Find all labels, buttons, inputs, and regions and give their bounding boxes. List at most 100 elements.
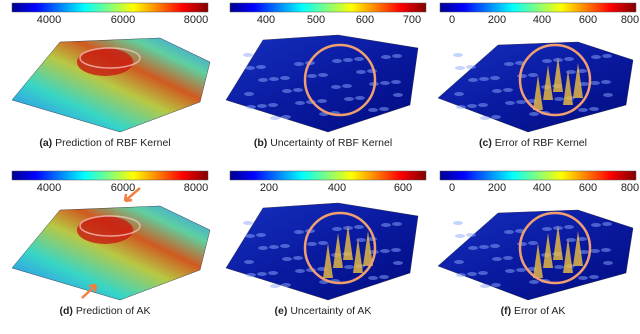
surface-texture xyxy=(517,242,527,246)
surface-texture xyxy=(480,284,490,288)
surface-peak xyxy=(77,48,133,76)
colorbar xyxy=(11,2,209,13)
surface-texture xyxy=(256,65,266,69)
surface-texture xyxy=(529,280,539,284)
surface-texture xyxy=(280,244,290,248)
surface-texture xyxy=(579,82,589,86)
colorbar-tick-label: 8000 xyxy=(184,14,208,26)
caption-text: Uncertainty of AK xyxy=(290,305,371,317)
panel: 200 400 600 (e) Uncertainty of AK xyxy=(225,170,427,317)
caption-text: Error of RBF Kernel xyxy=(495,137,587,149)
surface-texture xyxy=(603,261,613,265)
surface-texture xyxy=(564,57,574,61)
surface-texture xyxy=(244,260,254,264)
caption: (f) Error of AK xyxy=(501,305,566,317)
colorbar xyxy=(439,170,637,181)
surface-texture xyxy=(354,225,364,229)
surface-texture xyxy=(590,81,600,85)
surface-texture xyxy=(356,238,366,242)
surface-texture xyxy=(343,58,353,62)
colorbar xyxy=(229,170,427,181)
surface-texture xyxy=(491,283,501,287)
surface-texture xyxy=(391,80,401,84)
caption: (a) Prediction of RBF Kernel xyxy=(39,137,170,149)
surface-texture xyxy=(505,101,515,105)
surface-texture xyxy=(456,273,466,277)
caption: (c) Error of RBF Kernel xyxy=(479,137,587,149)
surface-texture xyxy=(602,222,612,226)
surface-texture xyxy=(591,223,601,227)
colorbar-tick-label: 400 xyxy=(257,14,275,26)
surface-texture xyxy=(356,70,366,74)
caption: (e) Uncertainty of AK xyxy=(275,305,372,317)
surface-texture xyxy=(478,103,488,107)
colorbar-tick-label: 400 xyxy=(533,14,551,26)
surface-texture xyxy=(454,92,464,96)
surface-texture xyxy=(246,273,256,277)
surface-texture xyxy=(344,265,354,269)
surface-rim xyxy=(79,47,141,69)
surface-spike xyxy=(543,233,553,268)
colorbar-tick-label: 600 xyxy=(579,182,597,194)
surface-texture xyxy=(505,269,515,273)
surface-texture xyxy=(453,53,463,57)
surface-texture xyxy=(282,89,292,93)
colorbar-tick-label: 200 xyxy=(488,14,506,26)
surface-spike xyxy=(323,243,333,278)
surface-texture xyxy=(293,88,303,92)
colorbar-tick-label: 700 xyxy=(403,14,421,26)
surface-texture xyxy=(467,104,477,108)
surface-texture xyxy=(490,76,500,80)
colorbar-tick-label: 6000 xyxy=(111,14,135,26)
surface-texture xyxy=(318,73,328,77)
surface-texture xyxy=(307,242,317,246)
surface-texture xyxy=(454,260,464,264)
surface-texture xyxy=(566,238,576,242)
surface-texture xyxy=(491,115,501,119)
surface-texture xyxy=(246,105,256,109)
surface-texture xyxy=(269,77,279,81)
surface-texture xyxy=(317,99,327,103)
surface-texture xyxy=(294,62,304,66)
surface-texture xyxy=(468,246,478,250)
caption-text: Prediction of RBF Kernel xyxy=(55,137,171,149)
colorbar xyxy=(229,2,427,13)
surface-texture xyxy=(467,272,477,276)
colorbar-tick-label: 200 xyxy=(488,182,506,194)
caption-text: Prediction of AK xyxy=(76,305,151,317)
surface-spike xyxy=(563,70,573,105)
surface-texture xyxy=(257,104,267,108)
surface-texture xyxy=(318,241,328,245)
caption: (d) Prediction of AK xyxy=(59,305,150,317)
surface-texture xyxy=(542,227,552,231)
colorbar-tick-label: 400 xyxy=(328,182,346,194)
colorbar-tick-label: 4000 xyxy=(37,14,61,26)
colorbar-tick-label: 6000 xyxy=(111,182,135,194)
surface-texture xyxy=(332,59,342,63)
arrow xyxy=(123,187,141,203)
surface-texture xyxy=(603,93,613,97)
surface-texture xyxy=(577,237,587,241)
surface-texture xyxy=(380,81,390,85)
colorbar-tick-label: 800 xyxy=(621,182,639,194)
surface-texture xyxy=(392,54,402,58)
surface-spike xyxy=(543,65,553,100)
surface-texture xyxy=(367,69,377,73)
surface-texture xyxy=(578,276,588,280)
surface-texture xyxy=(517,74,527,78)
surface-texture xyxy=(516,100,526,104)
surface-texture xyxy=(504,62,514,66)
surface-texture xyxy=(243,53,253,57)
surface-texture xyxy=(466,233,476,237)
surface-texture xyxy=(490,244,500,248)
colorbar-tick-label: 200 xyxy=(260,182,278,194)
colorbar-tick-label: 4000 xyxy=(37,182,61,194)
colorbar-tick-label: 400 xyxy=(533,182,551,194)
surface-texture xyxy=(602,54,612,58)
surface-texture xyxy=(591,55,601,59)
surface-spike xyxy=(353,238,363,273)
surface-texture xyxy=(455,234,465,238)
surface-spike xyxy=(363,231,373,266)
surface-texture xyxy=(601,248,611,252)
